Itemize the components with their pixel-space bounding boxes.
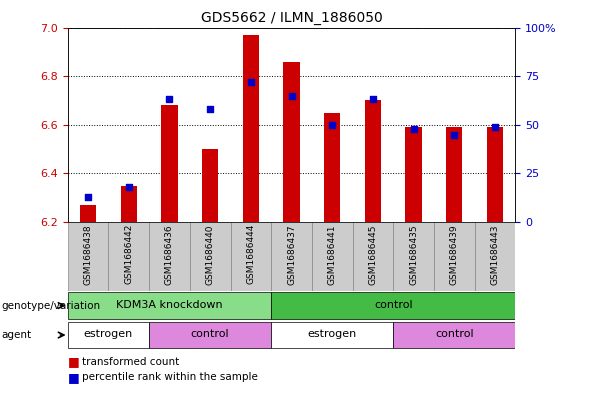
- Bar: [312, 222, 353, 291]
- Point: [368, 96, 378, 103]
- Text: GSM1686440: GSM1686440: [206, 224, 214, 285]
- Bar: [190, 222, 230, 291]
- Text: control: control: [191, 329, 230, 340]
- Text: KDM3A knockdown: KDM3A knockdown: [116, 300, 223, 310]
- Bar: [108, 222, 149, 291]
- Text: GSM1686435: GSM1686435: [409, 224, 418, 285]
- Point: [246, 79, 256, 85]
- Point: [206, 106, 215, 112]
- Bar: [243, 35, 259, 222]
- Text: GSM1686444: GSM1686444: [246, 224, 256, 285]
- Text: GSM1686436: GSM1686436: [165, 224, 174, 285]
- Bar: [149, 222, 190, 291]
- Bar: [393, 322, 515, 348]
- Bar: [121, 185, 137, 222]
- Text: ■: ■: [68, 371, 80, 384]
- Bar: [434, 222, 475, 291]
- Bar: [68, 292, 271, 319]
- Text: control: control: [374, 300, 413, 310]
- Bar: [80, 205, 96, 222]
- Bar: [271, 222, 312, 291]
- Bar: [487, 127, 503, 222]
- Point: [84, 194, 93, 200]
- Text: GSM1686443: GSM1686443: [491, 224, 499, 285]
- Bar: [353, 222, 393, 291]
- Bar: [202, 149, 219, 222]
- Text: estrogen: estrogen: [84, 329, 133, 340]
- Text: GSM1686437: GSM1686437: [287, 224, 296, 285]
- Bar: [68, 222, 108, 291]
- Bar: [161, 105, 178, 222]
- Point: [409, 125, 418, 132]
- Point: [165, 96, 174, 103]
- Text: GSM1686439: GSM1686439: [450, 224, 459, 285]
- Text: control: control: [435, 329, 474, 340]
- Bar: [271, 292, 515, 319]
- Point: [287, 92, 296, 99]
- Bar: [446, 127, 462, 222]
- Bar: [149, 322, 271, 348]
- Bar: [475, 222, 515, 291]
- Bar: [271, 322, 393, 348]
- Text: transformed count: transformed count: [82, 356, 180, 367]
- Text: ■: ■: [68, 355, 80, 368]
- Text: genotype/variation: genotype/variation: [1, 301, 100, 310]
- Point: [449, 131, 459, 138]
- Text: percentile rank within the sample: percentile rank within the sample: [82, 372, 259, 382]
- Bar: [365, 101, 381, 222]
- Text: GSM1686442: GSM1686442: [124, 224, 133, 285]
- Point: [327, 122, 337, 128]
- Bar: [324, 113, 340, 222]
- Title: GDS5662 / ILMN_1886050: GDS5662 / ILMN_1886050: [201, 11, 382, 25]
- Bar: [230, 222, 271, 291]
- Bar: [405, 127, 422, 222]
- Text: agent: agent: [1, 330, 31, 340]
- Bar: [68, 322, 149, 348]
- Bar: [393, 222, 434, 291]
- Point: [124, 184, 134, 190]
- Text: GSM1686445: GSM1686445: [369, 224, 378, 285]
- Text: estrogen: estrogen: [307, 329, 357, 340]
- Text: GSM1686438: GSM1686438: [84, 224, 92, 285]
- Text: GSM1686441: GSM1686441: [327, 224, 337, 285]
- Point: [490, 123, 499, 130]
- Bar: [283, 62, 300, 222]
